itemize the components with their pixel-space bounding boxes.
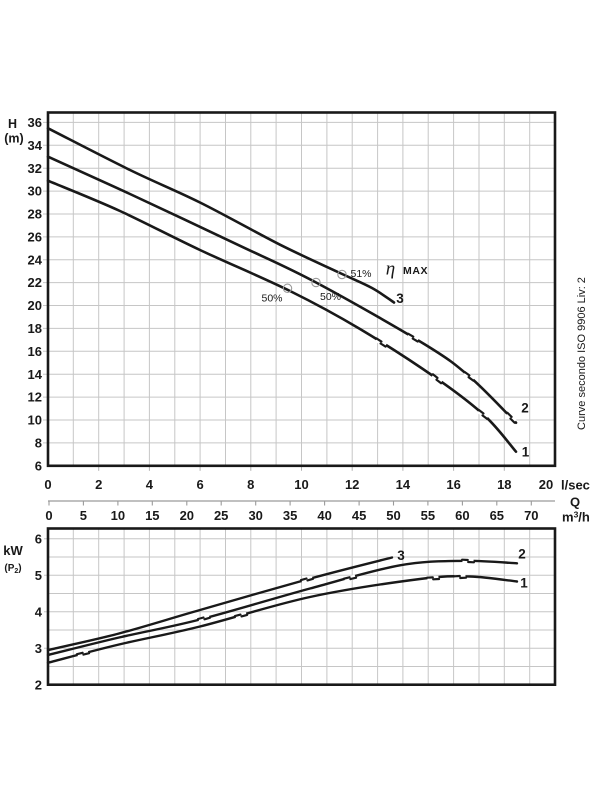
svg-text:3: 3: [35, 641, 42, 656]
svg-text:6: 6: [35, 531, 42, 546]
svg-text:1: 1: [520, 576, 528, 591]
svg-text:32: 32: [28, 161, 42, 176]
svg-text:50%: 50%: [261, 293, 282, 305]
svg-text:40: 40: [317, 508, 331, 523]
svg-text:18: 18: [497, 477, 511, 492]
svg-text:45: 45: [352, 508, 366, 523]
svg-text:36: 36: [28, 115, 42, 130]
svg-text:25: 25: [214, 508, 228, 523]
svg-text:10: 10: [294, 477, 308, 492]
svg-text:η: η: [386, 259, 395, 280]
svg-text:0: 0: [44, 477, 51, 492]
svg-text:4: 4: [146, 477, 154, 492]
svg-text:55: 55: [421, 508, 435, 523]
svg-text:16: 16: [446, 477, 460, 492]
svg-text:34: 34: [28, 138, 43, 153]
svg-text:15: 15: [145, 508, 159, 523]
svg-text:26: 26: [28, 230, 42, 245]
svg-text:kW: kW: [3, 543, 23, 558]
svg-text:16: 16: [28, 344, 42, 359]
svg-text:22: 22: [28, 275, 42, 290]
svg-text:24: 24: [28, 252, 43, 267]
svg-text:14: 14: [28, 367, 43, 382]
svg-text:10: 10: [111, 508, 125, 523]
svg-text:4: 4: [35, 604, 43, 619]
svg-text:28: 28: [28, 207, 42, 222]
svg-text:70: 70: [524, 508, 538, 523]
svg-text:60: 60: [455, 508, 469, 523]
svg-text:2: 2: [35, 677, 42, 692]
svg-text:2: 2: [95, 477, 102, 492]
svg-text:30: 30: [28, 184, 42, 199]
svg-text:Q: Q: [570, 495, 580, 510]
svg-text:6: 6: [196, 477, 203, 492]
svg-text:50%: 50%: [320, 291, 341, 303]
svg-text:18: 18: [28, 321, 42, 336]
svg-text:30: 30: [248, 508, 262, 523]
svg-text:Curve secondo ISO 9906 Liv: 2: Curve secondo ISO 9906 Liv: 2: [576, 277, 588, 430]
svg-text:MAX: MAX: [403, 265, 428, 277]
svg-text:5: 5: [80, 508, 87, 523]
svg-text:8: 8: [35, 436, 42, 451]
svg-text:H: H: [8, 117, 17, 131]
svg-text:10: 10: [28, 413, 42, 428]
svg-text:2: 2: [518, 547, 526, 562]
svg-text:65: 65: [490, 508, 504, 523]
svg-text:20: 20: [28, 298, 42, 313]
svg-text:1: 1: [522, 444, 530, 459]
svg-text:0: 0: [45, 508, 52, 523]
svg-text:6: 6: [35, 458, 42, 473]
svg-text:l/sec: l/sec: [561, 478, 590, 493]
svg-text:12: 12: [28, 390, 42, 405]
svg-text:20: 20: [180, 508, 194, 523]
svg-text:3: 3: [397, 548, 405, 563]
svg-text:20: 20: [539, 477, 553, 492]
svg-text:12: 12: [345, 477, 359, 492]
svg-text:8: 8: [247, 477, 254, 492]
svg-text:35: 35: [283, 508, 297, 523]
svg-text:51%: 51%: [350, 268, 371, 280]
svg-text:(m): (m): [4, 132, 23, 146]
svg-text:5: 5: [35, 568, 42, 583]
svg-text:3: 3: [396, 291, 404, 306]
svg-text:50: 50: [386, 508, 400, 523]
svg-text:(P2): (P2): [4, 563, 21, 575]
svg-text:14: 14: [396, 477, 411, 492]
svg-text:2: 2: [521, 401, 529, 416]
